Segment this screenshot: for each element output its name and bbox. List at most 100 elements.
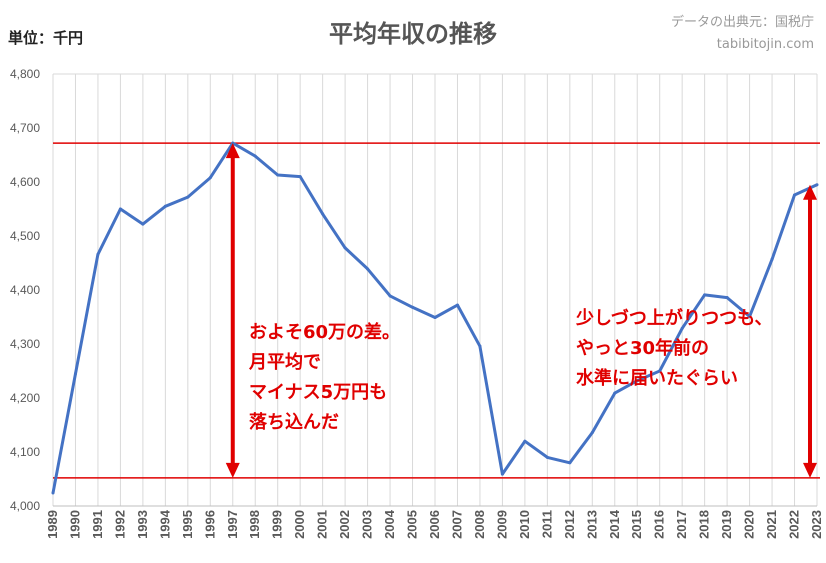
arrow-head-up bbox=[225, 143, 240, 159]
annotation-left: およそ60万の差。 月平均で マイナス5万円も 落ち込んだ bbox=[249, 318, 400, 438]
x-tick-label: 1995 bbox=[180, 510, 195, 539]
x-tick-label: 1998 bbox=[247, 510, 262, 539]
double-arrow bbox=[225, 143, 240, 478]
unit-label: 単位：千円 bbox=[8, 29, 84, 47]
arrows bbox=[225, 143, 817, 478]
data-point bbox=[411, 305, 415, 309]
source-text: データの出典元：国税庁 bbox=[670, 15, 814, 30]
data-point bbox=[366, 267, 370, 271]
data-point bbox=[321, 212, 325, 216]
x-tick-label: 1991 bbox=[90, 510, 105, 539]
y-tick-label: 4,500 bbox=[10, 229, 40, 243]
x-tick-label: 2003 bbox=[360, 510, 375, 539]
data-point bbox=[433, 316, 437, 320]
data-point bbox=[815, 183, 819, 187]
x-tick-label: 2000 bbox=[292, 510, 307, 539]
x-tick-label: 1989 bbox=[45, 510, 60, 539]
x-tick-label: 2023 bbox=[809, 510, 824, 539]
x-tick-label: 1999 bbox=[270, 510, 285, 539]
data-point bbox=[253, 154, 257, 158]
series-line-group bbox=[51, 141, 819, 495]
x-tick-label: 2013 bbox=[584, 510, 599, 539]
data-point bbox=[51, 491, 55, 495]
data-point bbox=[455, 303, 459, 307]
data-point bbox=[523, 439, 527, 443]
data-point bbox=[118, 207, 122, 211]
arrow-head-down bbox=[803, 462, 817, 478]
reference-lines bbox=[53, 142, 820, 479]
x-tick-label: 2016 bbox=[652, 510, 667, 539]
double-arrow bbox=[803, 184, 817, 478]
data-point bbox=[568, 461, 572, 465]
data-point bbox=[186, 195, 190, 199]
annotation-right-line: 少しづつ上がりつつも、 bbox=[576, 308, 773, 329]
annotation-left-line: およそ60万の差。 bbox=[249, 322, 401, 343]
annotation-right-line: 水準に届いたぐらい bbox=[576, 368, 738, 389]
data-point bbox=[793, 193, 797, 197]
x-tick-label: 2014 bbox=[607, 509, 622, 539]
x-tick-label: 2011 bbox=[539, 510, 554, 538]
x-tick-label: 2009 bbox=[494, 510, 509, 539]
data-point bbox=[725, 296, 729, 300]
x-tick-label: 1993 bbox=[135, 510, 150, 539]
x-tick-label: 2018 bbox=[697, 510, 712, 539]
data-point bbox=[748, 314, 752, 318]
x-tick-label: 2007 bbox=[449, 510, 464, 539]
x-tick-label: 2021 bbox=[764, 510, 779, 539]
x-tick-label: 2006 bbox=[427, 510, 442, 539]
x-tick-label: 2017 bbox=[674, 510, 689, 539]
data-point bbox=[276, 173, 280, 177]
x-tick-label: 2004 bbox=[382, 509, 397, 539]
data-point bbox=[590, 431, 594, 435]
data-point bbox=[73, 372, 77, 376]
data-point bbox=[208, 176, 212, 180]
x-tick-label: 2012 bbox=[562, 510, 577, 539]
data-point bbox=[680, 326, 684, 330]
x-tick-label: 1992 bbox=[112, 510, 127, 539]
data-point bbox=[298, 175, 302, 179]
x-tick-label: 2001 bbox=[315, 510, 330, 539]
data-point bbox=[343, 246, 347, 250]
y-tick-label: 4,600 bbox=[10, 175, 40, 189]
x-tick-label: 2002 bbox=[337, 510, 352, 539]
x-tick-label: 1990 bbox=[67, 510, 82, 539]
annotation-left-line: 月平均で bbox=[249, 352, 321, 373]
grid bbox=[52, 73, 818, 507]
x-tick-label: 1997 bbox=[225, 510, 240, 539]
y-tick-label: 4,200 bbox=[10, 391, 40, 405]
arrow-head-down bbox=[225, 462, 240, 478]
data-point bbox=[545, 455, 549, 459]
arrow-head-up bbox=[803, 184, 817, 200]
source-site[interactable]: tabibitojin.com bbox=[716, 37, 814, 52]
annotation-left-line: マイナス5万円も bbox=[249, 382, 388, 403]
x-tick-label: 2005 bbox=[405, 510, 420, 539]
annotation-left-line: 落ち込んだ bbox=[249, 412, 339, 433]
x-tick-label: 2020 bbox=[742, 510, 757, 539]
data-point bbox=[163, 204, 167, 208]
y-tick-label: 4,000 bbox=[10, 499, 40, 513]
data-point bbox=[478, 344, 482, 348]
y-tick-label: 4,300 bbox=[10, 337, 40, 351]
x-tick-label: 2008 bbox=[472, 510, 487, 539]
data-point bbox=[141, 222, 145, 226]
data-point bbox=[770, 257, 774, 261]
data-point bbox=[96, 252, 100, 256]
x-tick-label: 1994 bbox=[157, 509, 172, 539]
data-point bbox=[703, 293, 707, 297]
x-tick-labels: 1989 1990 1991 1992 1993 1994 1995 1996 1997 1998… bbox=[45, 509, 824, 539]
data-point bbox=[500, 472, 504, 476]
y-tick-labels: 4,000 4,100 4,200 4,300 4,400 4,500 4,600 4,700… bbox=[10, 67, 40, 513]
source-credit: データの出典元：国税庁 tabibitojin.com bbox=[671, 12, 814, 56]
y-tick-label: 4,800 bbox=[10, 67, 40, 81]
x-tick-label: 2015 bbox=[629, 510, 644, 539]
chart-title: 平均年収の推移 bbox=[329, 20, 497, 48]
data-point bbox=[635, 379, 639, 383]
annotation-right-line: やっと30年前の bbox=[576, 338, 710, 359]
y-tick-label: 4,100 bbox=[10, 445, 40, 459]
x-tick-label: 2010 bbox=[517, 510, 532, 539]
data-point bbox=[658, 369, 662, 373]
x-tick-label: 2022 bbox=[787, 510, 802, 539]
y-tick-label: 4,700 bbox=[10, 121, 40, 135]
annotation-right: 少しづつ上がりつつも、 やっと30年前の 水準に届いたぐらい bbox=[576, 304, 773, 394]
